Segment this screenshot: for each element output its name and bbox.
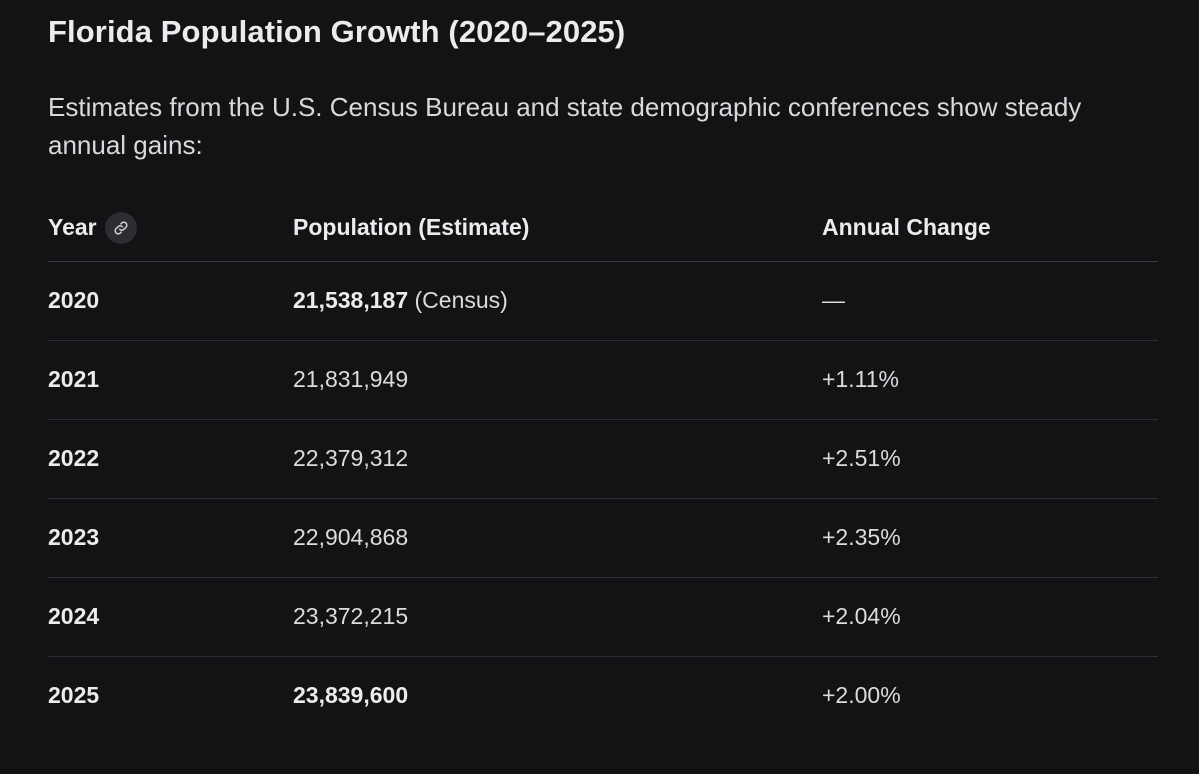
population-value: 23,839,600 (293, 682, 409, 709)
year-cell: 2022 (48, 445, 100, 471)
header-population: Population (Estimate) (293, 214, 530, 241)
year-cell: 2023 (48, 524, 100, 550)
population-note: (Census) (408, 287, 508, 313)
population-cell: 21,538,187 (Census) (293, 261, 822, 340)
population-cell: 23,372,215 (293, 603, 409, 629)
population-table: Year Population (Estimate) Annual Change… (48, 195, 1158, 735)
change-cell: — (822, 287, 845, 313)
population-value: 21,538,187 (293, 287, 409, 313)
table-row: 2020 21,538,187 (Census) — (48, 261, 1158, 340)
table-row: 2024 23,372,215 +2.04% (48, 577, 1158, 656)
change-cell: +2.51% (822, 445, 901, 471)
table-row: 2021 21,831,949 +1.11% (48, 340, 1158, 419)
table-row: 2023 22,904,868 +2.35% (48, 498, 1158, 577)
page-title: Florida Population Growth (2020–2025) (48, 14, 626, 49)
population-cell: 21,831,949 (293, 366, 409, 392)
change-cell: +2.00% (822, 682, 901, 709)
year-cell: 2021 (48, 366, 100, 392)
year-cell: 2020 (48, 287, 100, 313)
change-cell: +2.35% (822, 524, 901, 550)
population-cell: 23,839,600 (293, 656, 822, 735)
population-cell: 22,904,868 (293, 524, 409, 550)
table-row: 2022 22,379,312 +2.51% (48, 419, 1158, 498)
header-year: Year (48, 195, 293, 261)
link-icon (114, 221, 128, 235)
intro-paragraph: Estimates from the U.S. Census Bureau an… (48, 92, 1082, 160)
population-cell: 22,379,312 (293, 445, 409, 471)
copy-link-button[interactable] (104, 211, 137, 244)
header-annual-change: Annual Change (822, 214, 991, 241)
header-year-label: Year (48, 214, 97, 241)
table-header-row: Year Population (Estimate) Annual Change (48, 195, 1158, 261)
change-cell: +2.04% (822, 603, 901, 629)
table-row: 2025 23,839,600 +2.00% (48, 656, 1158, 735)
year-cell: 2024 (48, 603, 100, 629)
year-cell: 2025 (48, 682, 100, 709)
change-cell: +1.11% (822, 366, 899, 392)
